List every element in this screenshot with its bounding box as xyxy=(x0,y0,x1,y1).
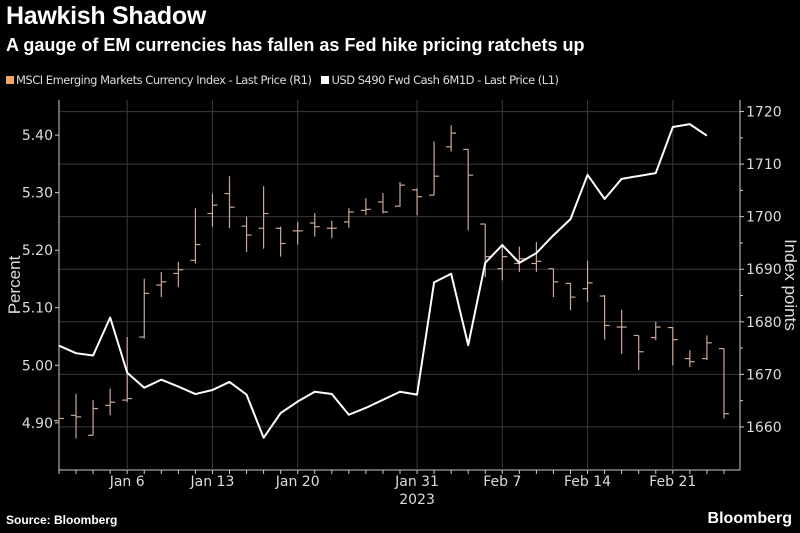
left-tick-label: 5.20 xyxy=(22,243,53,259)
ohlc-bar xyxy=(190,208,201,264)
right-tick-label: 1700 xyxy=(746,210,782,226)
ohlc-bar xyxy=(105,388,116,416)
left-tick-label: 5.40 xyxy=(22,128,53,144)
ohlc-bar xyxy=(173,261,184,288)
legend-item-usd: USD S490 Fwd Cash 6M1D - Last Price (L1) xyxy=(321,73,559,87)
bloomberg-logo: Bloomberg xyxy=(707,510,792,527)
ohlc-bar xyxy=(88,400,99,436)
ohlc-bar xyxy=(616,309,627,354)
ohlc-bar xyxy=(701,335,712,361)
x-axis-year-label: 2023 xyxy=(399,492,435,508)
legend-label-msci: MSCI Emerging Markets Currency Index - L… xyxy=(16,73,312,87)
legend-swatch-msci xyxy=(6,76,14,84)
ohlc-bar xyxy=(514,246,525,272)
right-tick-label: 1690 xyxy=(746,262,782,278)
right-tick-label: 1720 xyxy=(746,105,782,121)
ohlc-bar xyxy=(633,334,644,371)
ohlc-bar xyxy=(360,198,371,216)
ohlc-bar xyxy=(54,396,64,423)
x-tick-label: Feb 7 xyxy=(483,474,521,490)
legend: MSCI Emerging Markets Currency Index - L… xyxy=(6,73,559,87)
ohlc-bar xyxy=(326,220,337,239)
ohlc-bar xyxy=(377,193,388,214)
ohlc-bar xyxy=(718,347,729,419)
chart-title: Hawkish Shadow xyxy=(6,2,207,30)
ohlc-bar xyxy=(258,186,269,249)
left-tick-label: 5.10 xyxy=(22,301,53,317)
ohlc-bar xyxy=(531,241,542,272)
ohlc-bar xyxy=(548,268,559,298)
ohlc-bar xyxy=(582,260,593,302)
chart-subtitle: A gauge of EM currencies has fallen as F… xyxy=(6,35,585,55)
right-tick-label: 1670 xyxy=(746,367,782,383)
left-axis-title: Percent xyxy=(5,255,24,314)
ohlc-bar xyxy=(224,176,235,229)
x-tick-label: Jan 20 xyxy=(275,474,320,490)
left-tick-label: 5.00 xyxy=(22,358,53,374)
ohlc-bar xyxy=(463,148,474,231)
ohlc-bar xyxy=(667,326,678,366)
ohlc-bar xyxy=(684,350,695,367)
ohlc-bar xyxy=(207,193,218,227)
ohlc-bar xyxy=(71,393,82,439)
x-tick-label: Jan 13 xyxy=(190,474,235,490)
right-tick-label: 1710 xyxy=(746,157,782,173)
usd-s490-line xyxy=(58,123,708,439)
right-tick-label: 1680 xyxy=(746,315,782,331)
ohlc-bar xyxy=(395,181,405,207)
ohlc-bar xyxy=(412,188,423,216)
ohlc-bar xyxy=(343,208,354,228)
x-tick-label: Jan 31 xyxy=(394,474,439,490)
legend-label-usd: USD S490 Fwd Cash 6M1D - Last Price (L1) xyxy=(331,73,559,87)
legend-swatch-usd xyxy=(321,76,330,84)
ohlc-bar xyxy=(480,223,491,278)
ohlc-bar xyxy=(650,321,661,341)
source-note: Source: Bloomberg xyxy=(6,513,118,527)
x-tick-label: Jan 6 xyxy=(109,474,145,490)
ohlc-bar xyxy=(446,125,457,152)
x-tick-label: Feb 21 xyxy=(649,474,696,490)
ohlc-bar xyxy=(309,212,320,237)
ohlc-bar xyxy=(275,226,286,257)
left-tick-label: 4.90 xyxy=(22,416,53,432)
x-tick-label: Feb 14 xyxy=(564,474,611,490)
ohlc-bar xyxy=(139,278,150,339)
ohlc-bar xyxy=(156,271,167,298)
ohlc-bar xyxy=(565,282,576,311)
left-tick-label: 5.30 xyxy=(22,186,53,202)
ohlc-bar xyxy=(292,221,303,245)
legend-item-msci: MSCI Emerging Markets Currency Index - L… xyxy=(6,73,312,87)
ohlc-bar xyxy=(241,216,252,252)
right-axis-title: Index points xyxy=(781,239,800,331)
right-tick-label: 1660 xyxy=(746,420,782,436)
ohlc-bar xyxy=(497,246,508,281)
ohlc-bar xyxy=(429,141,440,196)
ohlc-bar xyxy=(599,294,610,340)
